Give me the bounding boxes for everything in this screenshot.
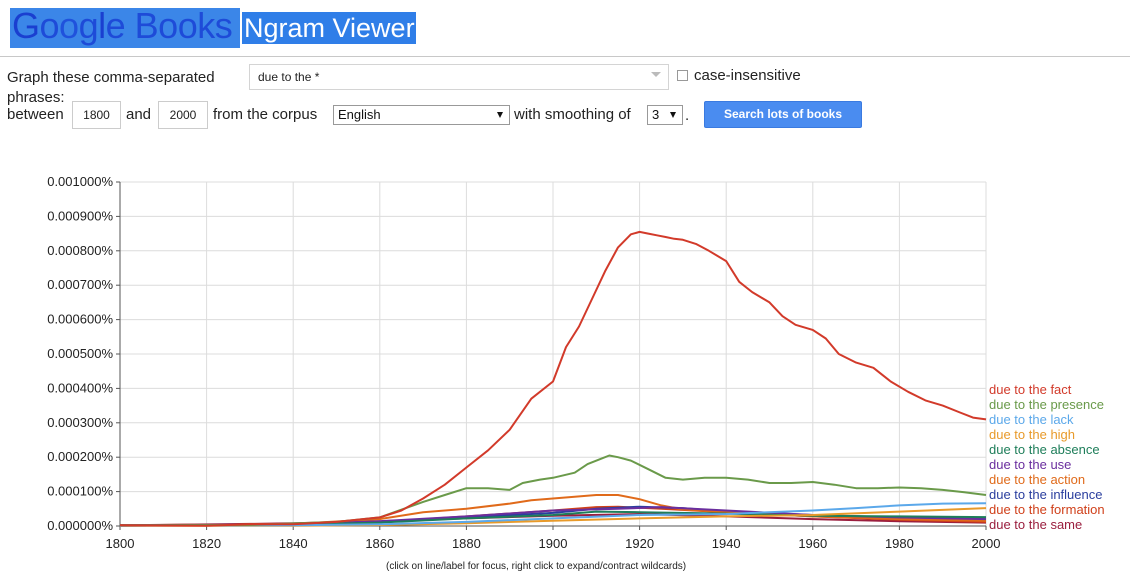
and-label: and [126, 106, 152, 123]
logo-letter: B [134, 5, 159, 46]
y-tick-label: 0.000700% [47, 277, 113, 292]
legend-item[interactable]: due to the fact [989, 382, 1072, 397]
corpus-dropdown-icon[interactable] [497, 112, 503, 118]
x-tick-label: 1880 [452, 536, 481, 551]
y-tick-label: 0.000900% [47, 208, 113, 223]
logo-letter: g [78, 5, 99, 46]
x-tick-label: 1900 [539, 536, 568, 551]
logo-letter: l [98, 5, 106, 46]
series-line[interactable] [119, 502, 987, 527]
y-tick-label: 0.001000% [47, 174, 113, 189]
y-tick-label: 0.000100% [47, 484, 113, 499]
page-title: Ngram Viewer [244, 13, 415, 43]
logo-letter: o [39, 5, 60, 46]
legend-item[interactable]: due to the use [989, 457, 1071, 472]
y-tick-label: 0.000800% [47, 243, 113, 258]
y-tick-label: 0.000500% [47, 346, 113, 361]
legend-item[interactable]: due to the formation [989, 502, 1105, 517]
x-tick-label: 1820 [192, 536, 221, 551]
logo-letter: e [105, 5, 126, 46]
case-insensitive-checkbox[interactable] [677, 70, 688, 81]
logo-letter: k [197, 5, 215, 46]
smoothing-select[interactable]: 3 [647, 105, 683, 125]
y-tick-label: 0.000600% [47, 312, 113, 327]
header-divider [0, 56, 1130, 57]
x-tick-label: 1980 [885, 536, 914, 551]
logo-letter: o [177, 5, 198, 46]
graph-label: Graph these comma-separated [7, 69, 215, 86]
corpus-select[interactable]: English [333, 105, 510, 125]
series-line[interactable] [119, 510, 987, 527]
x-tick-label: 1940 [712, 536, 741, 551]
logo-letter: G [12, 5, 40, 46]
case-insensitive-label: case-insensitive [694, 67, 801, 84]
search-button[interactable]: Search lots of books [704, 101, 862, 128]
legend-item[interactable]: due to the presence [989, 397, 1104, 412]
legend-item[interactable]: due to the lack [989, 412, 1074, 427]
legend-item[interactable]: due to the action [989, 472, 1085, 487]
x-tick-label: 2000 [972, 536, 1001, 551]
y-tick-label: 0.000200% [47, 449, 113, 464]
series-line[interactable] [119, 230, 987, 527]
corpus-select-value: English [338, 107, 381, 122]
y-tick-label: 0.000300% [47, 415, 113, 430]
x-tick-label: 1860 [365, 536, 394, 551]
google-books-logo[interactable]: Google Books [12, 5, 233, 46]
phrase-input-value: due to the * [258, 70, 320, 84]
ngram-chart[interactable]: 0.000000% 0.000100% 0.000200% 0.000300% 0.00… [0, 170, 1130, 565]
start-year-input[interactable]: 1800 [72, 101, 121, 129]
legend-item[interactable]: due to the high [989, 427, 1075, 442]
between-label: between [7, 106, 64, 123]
y-tick-label: 0.000400% [47, 380, 113, 395]
x-tick-label: 1920 [625, 536, 654, 551]
end-year-input[interactable]: 2000 [158, 101, 208, 129]
legend-item[interactable]: due to the influence [989, 487, 1102, 502]
smoothing-select-value: 3 [652, 107, 660, 122]
y-tick-label: 0.000000% [47, 518, 113, 533]
title-background [242, 12, 416, 44]
chart-hint: (click on line/label for focus, right cl… [386, 561, 687, 572]
phrase-input[interactable] [249, 64, 669, 90]
smoothing-dropdown-icon[interactable] [670, 112, 676, 118]
period-text: . [685, 107, 690, 124]
x-tick-label: 1800 [106, 536, 135, 551]
x-tick-label: 1960 [798, 536, 827, 551]
logo-letter: o [158, 5, 178, 46]
smoothing-label: with smoothing of [514, 106, 631, 123]
series-line[interactable] [119, 454, 987, 527]
phrases-label: phrases: [7, 89, 65, 106]
logo-letter [125, 5, 135, 46]
phrase-dropdown-icon[interactable] [651, 72, 661, 77]
logo-letter: o [59, 5, 79, 46]
logo-background [10, 8, 240, 48]
legend-item[interactable]: due to the absence [989, 442, 1100, 457]
logo-letter: s [214, 5, 233, 46]
legend-item[interactable]: due to the same [989, 517, 1082, 532]
corpus-label: from the corpus [213, 106, 318, 123]
x-tick-label: 1840 [279, 536, 308, 551]
